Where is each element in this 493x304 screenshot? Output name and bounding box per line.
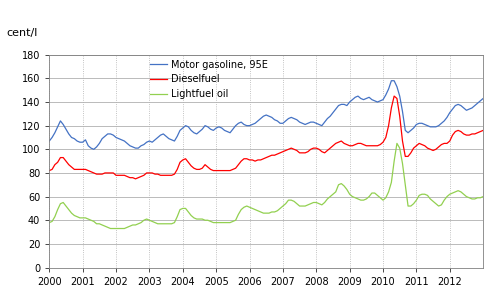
Text: cent/l: cent/l bbox=[6, 28, 37, 38]
Motor gasoline, 95E bbox=[199, 127, 205, 131]
Lightfuel oil bbox=[182, 207, 188, 210]
Motor gasoline, 95E bbox=[388, 79, 394, 83]
Motor gasoline, 95E bbox=[91, 147, 97, 151]
Line: Motor gasoline, 95E: Motor gasoline, 95E bbox=[49, 60, 493, 149]
Dieselfuel bbox=[133, 177, 139, 181]
Dieselfuel bbox=[199, 166, 205, 170]
Line: Lightfuel oil: Lightfuel oil bbox=[49, 134, 493, 229]
Lightfuel oil bbox=[46, 221, 52, 224]
Dieselfuel bbox=[46, 169, 52, 172]
Line: Dieselfuel: Dieselfuel bbox=[49, 84, 493, 179]
Motor gasoline, 95E bbox=[46, 139, 52, 143]
Motor gasoline, 95E bbox=[394, 85, 400, 88]
Lightfuel oil bbox=[199, 217, 205, 221]
Dieselfuel bbox=[388, 106, 394, 110]
Dieselfuel bbox=[182, 157, 188, 161]
Lightfuel oil bbox=[388, 181, 394, 184]
Legend: Motor gasoline, 95E, Dieselfuel, Lightfuel oil: Motor gasoline, 95E, Dieselfuel, Lightfu… bbox=[149, 60, 268, 99]
Motor gasoline, 95E bbox=[182, 124, 188, 127]
Lightfuel oil bbox=[394, 142, 400, 145]
Lightfuel oil bbox=[107, 227, 113, 230]
Dieselfuel bbox=[394, 97, 400, 100]
